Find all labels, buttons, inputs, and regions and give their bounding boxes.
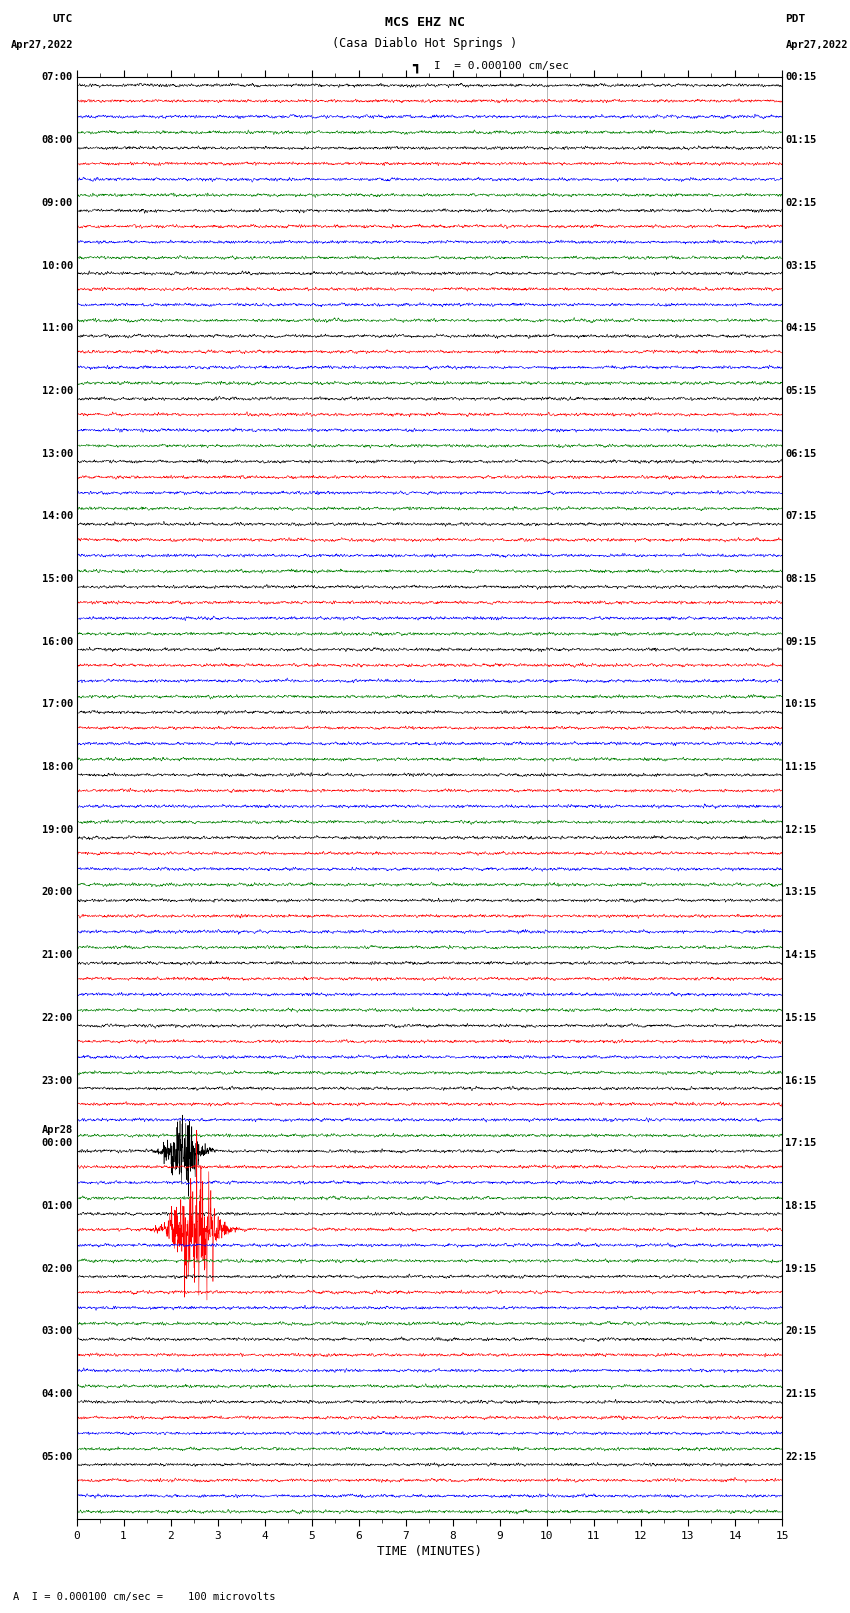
Text: 03:00: 03:00	[42, 1326, 73, 1336]
Text: 09:00: 09:00	[42, 198, 73, 208]
Text: Apr27,2022: Apr27,2022	[10, 40, 73, 50]
Text: 08:00: 08:00	[42, 135, 73, 145]
Text: A  I = 0.000100 cm/sec =    100 microvolts: A I = 0.000100 cm/sec = 100 microvolts	[13, 1592, 275, 1602]
Text: 21:15: 21:15	[785, 1389, 817, 1398]
Text: 22:15: 22:15	[785, 1452, 817, 1461]
Text: 16:00: 16:00	[42, 637, 73, 647]
Text: 20:15: 20:15	[785, 1326, 817, 1336]
Text: 05:15: 05:15	[785, 386, 817, 395]
Text: 16:15: 16:15	[785, 1076, 817, 1086]
Text: 20:00: 20:00	[42, 887, 73, 897]
Text: 18:00: 18:00	[42, 761, 73, 773]
Text: 23:00: 23:00	[42, 1076, 73, 1086]
Text: 07:00: 07:00	[42, 73, 73, 82]
Text: 13:00: 13:00	[42, 448, 73, 458]
X-axis label: TIME (MINUTES): TIME (MINUTES)	[377, 1545, 482, 1558]
Text: 03:15: 03:15	[785, 261, 817, 271]
Text: 04:15: 04:15	[785, 323, 817, 334]
Text: MCS EHZ NC: MCS EHZ NC	[385, 16, 465, 29]
Text: I  = 0.000100 cm/sec: I = 0.000100 cm/sec	[434, 61, 569, 71]
Text: 17:00: 17:00	[42, 700, 73, 710]
Text: 17:15: 17:15	[785, 1139, 817, 1148]
Text: 19:15: 19:15	[785, 1263, 817, 1274]
Text: 11:15: 11:15	[785, 761, 817, 773]
Text: 12:00: 12:00	[42, 386, 73, 395]
Text: 10:00: 10:00	[42, 261, 73, 271]
Text: Apr28: Apr28	[42, 1124, 73, 1136]
Text: Apr27,2022: Apr27,2022	[785, 40, 848, 50]
Text: 21:00: 21:00	[42, 950, 73, 960]
Text: 01:15: 01:15	[785, 135, 817, 145]
Text: 07:15: 07:15	[785, 511, 817, 521]
Text: 00:15: 00:15	[785, 73, 817, 82]
Text: 08:15: 08:15	[785, 574, 817, 584]
Text: 13:15: 13:15	[785, 887, 817, 897]
Text: (Casa Diablo Hot Springs ): (Casa Diablo Hot Springs )	[332, 37, 518, 50]
Text: 02:15: 02:15	[785, 198, 817, 208]
Text: 10:15: 10:15	[785, 700, 817, 710]
Text: 09:15: 09:15	[785, 637, 817, 647]
Text: 04:00: 04:00	[42, 1389, 73, 1398]
Text: 06:15: 06:15	[785, 448, 817, 458]
Text: 02:00: 02:00	[42, 1263, 73, 1274]
Text: 11:00: 11:00	[42, 323, 73, 334]
Text: 14:00: 14:00	[42, 511, 73, 521]
Text: 05:00: 05:00	[42, 1452, 73, 1461]
Text: 15:15: 15:15	[785, 1013, 817, 1023]
Text: ┓: ┓	[412, 60, 421, 73]
Text: 14:15: 14:15	[785, 950, 817, 960]
Text: 12:15: 12:15	[785, 824, 817, 836]
Text: 22:00: 22:00	[42, 1013, 73, 1023]
Text: PDT: PDT	[785, 15, 806, 24]
Text: 15:00: 15:00	[42, 574, 73, 584]
Text: UTC: UTC	[53, 15, 73, 24]
Text: 00:00: 00:00	[42, 1139, 73, 1148]
Text: 01:00: 01:00	[42, 1202, 73, 1211]
Text: 19:00: 19:00	[42, 824, 73, 836]
Text: 18:15: 18:15	[785, 1202, 817, 1211]
